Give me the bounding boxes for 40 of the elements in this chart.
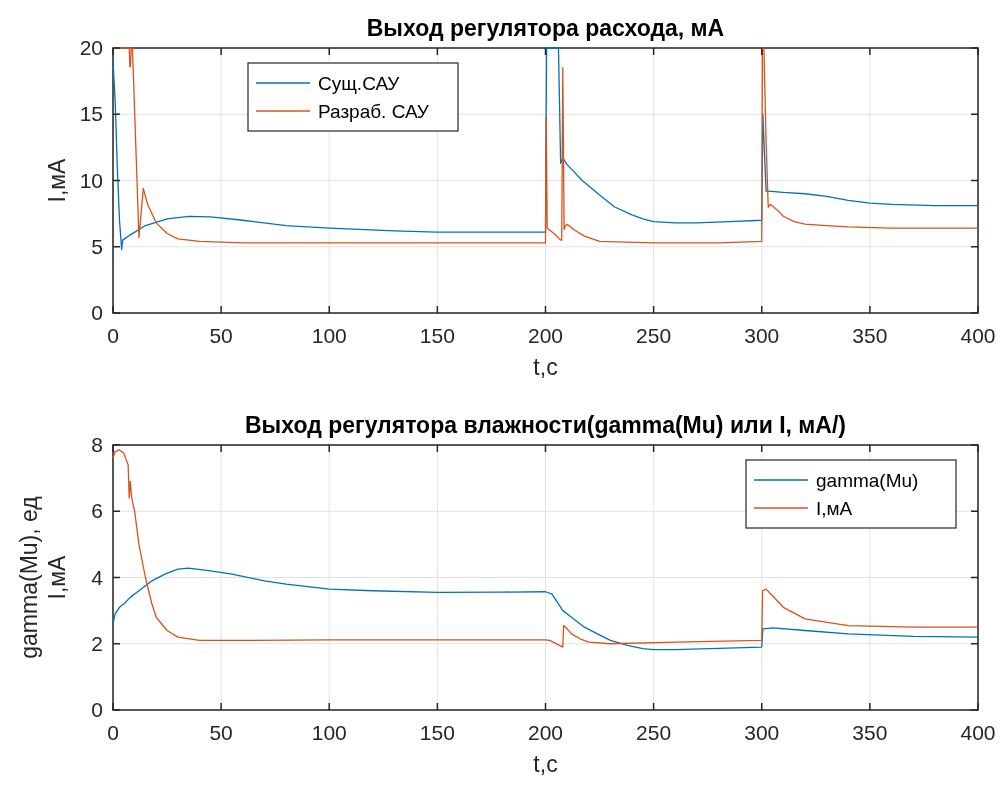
y-tick-label: 15 [79, 102, 103, 126]
x-tick-label: 50 [209, 324, 233, 347]
x-tick-label: 50 [209, 721, 233, 744]
y-tick-label: 5 [91, 234, 103, 258]
legend-label: I,мА [816, 498, 853, 519]
x-tick-label: 250 [636, 324, 672, 347]
y-axis-title: gamma(Mu), ед I,мА [16, 495, 70, 659]
x-tick-label: 200 [527, 324, 564, 347]
y-tick-label: 10 [79, 168, 103, 192]
line-series [112, 449, 979, 648]
x-tick-label: 100 [311, 324, 347, 347]
y-tick-label: 4 [91, 565, 104, 589]
x-tick-label: 100 [311, 721, 347, 744]
y-tick-label: 2 [91, 631, 103, 655]
legend-label: Сущ.САУ [318, 73, 401, 94]
x-axis-title: t,c [533, 354, 558, 380]
x-tick-label: 150 [419, 324, 455, 347]
x-tick-label: 200 [527, 721, 564, 744]
x-tick-label: 350 [852, 324, 888, 347]
x-tick-label: 350 [852, 721, 888, 744]
x-axis-title: t,c [533, 751, 558, 777]
x-tick-label: 150 [419, 721, 455, 744]
x-tick-label: 400 [960, 324, 996, 347]
y-tick-label: 8 [91, 433, 103, 456]
x-tick-label: 400 [960, 721, 996, 744]
chart-title: Выход регулятора влажности(gamma(Mu) или I, мА/) [245, 412, 846, 438]
x-tick-label: 0 [107, 721, 119, 744]
line-series [112, 567, 979, 651]
x-tick-label: 300 [744, 721, 780, 744]
legend-label: Разраб. САУ [318, 101, 430, 122]
y-tick-label: 6 [91, 499, 103, 523]
legend-label: gamma(Mu) [816, 470, 919, 491]
y-axis-title: I,мА [44, 157, 70, 203]
y-tick-label: 0 [91, 698, 103, 721]
x-tick-label: 300 [744, 324, 780, 347]
y-tick-label: 0 [91, 301, 103, 324]
chart-title: Выход регулятора расхода, мА [366, 15, 725, 41]
x-tick-label: 0 [107, 324, 119, 347]
y-tick-label: 20 [79, 36, 103, 59]
x-tick-label: 250 [636, 721, 672, 744]
